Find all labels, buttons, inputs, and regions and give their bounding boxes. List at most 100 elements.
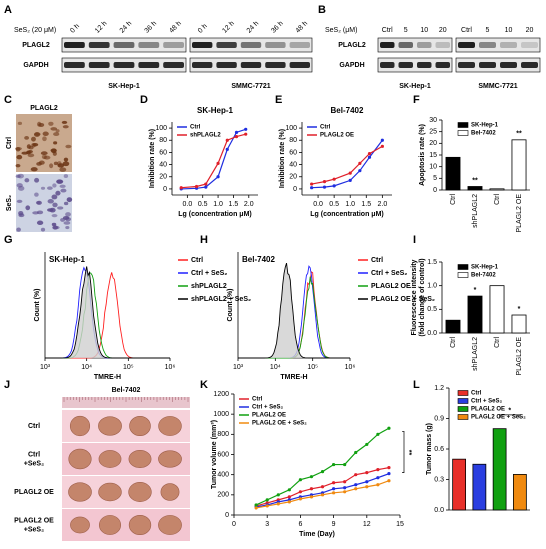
density-curve <box>45 266 170 359</box>
significance: ** <box>405 450 412 456</box>
ihc-cell <box>66 197 73 203</box>
ihc-cell <box>56 179 64 184</box>
bracket <box>402 430 405 473</box>
ihc-cell <box>52 225 58 230</box>
tumor <box>129 415 151 437</box>
lane-label: 12 h <box>94 20 109 35</box>
ihc-cell <box>47 199 54 204</box>
data-point <box>365 442 369 447</box>
blot-band <box>138 42 160 48</box>
lane-label: 24 h <box>119 20 134 35</box>
x-tick-label: 1.0 <box>213 201 223 208</box>
ihc-cell <box>26 144 31 149</box>
legend-key <box>457 390 469 396</box>
cell-line-label: SK-Hep-1 <box>399 83 431 90</box>
blot-band <box>64 62 85 68</box>
bar <box>445 156 461 191</box>
legend-label: Ctrl + SeS₂ <box>471 399 503 405</box>
lane-label: 5 <box>404 27 408 34</box>
density-curve <box>45 272 170 359</box>
x-tick-label: Ctrl <box>450 337 457 348</box>
x-tick-label: 3 <box>265 521 269 528</box>
ihc-cell <box>53 141 58 145</box>
data-point <box>354 487 358 491</box>
y-axis-label: Count (%) <box>34 288 41 321</box>
legend-label: shPLAGL2 + SeS₂ <box>191 296 251 303</box>
x-tick-label: 0.0 <box>313 201 323 208</box>
tumor <box>98 416 122 436</box>
cell-line-label: SMMC-7721 <box>478 83 517 90</box>
panel-label: J <box>4 379 10 391</box>
blot-band <box>138 62 160 68</box>
x-axis-label: Time (Day) <box>299 531 335 538</box>
data-point <box>234 130 239 134</box>
ihc-cell <box>34 132 41 138</box>
bar <box>467 186 483 191</box>
x-tick-label: 6 <box>298 521 302 528</box>
chart-title: SK-Hep-1 <box>197 106 234 115</box>
ihc-cell <box>49 163 54 169</box>
series-line <box>256 473 390 508</box>
ihc-cell <box>53 161 59 166</box>
tumor <box>98 482 122 502</box>
ihc-row-label: Ctrl <box>6 137 13 149</box>
ihc-cell <box>57 206 64 210</box>
photo-row-label: PLAGL2 OE <box>14 517 54 524</box>
data-point <box>380 138 384 142</box>
x-tick-label: Ctrl <box>450 194 457 205</box>
ihc-cell <box>25 205 31 211</box>
data-point <box>343 486 347 490</box>
y-tick-label: 60 <box>289 149 297 156</box>
chart-title: Bel-7402 <box>331 106 364 115</box>
data-point <box>320 470 325 474</box>
data-point <box>332 462 336 467</box>
ihc-cell <box>17 121 23 125</box>
data-point <box>254 506 258 510</box>
legend-label: Ctrl <box>471 391 482 397</box>
row-label: GAPDH <box>23 62 48 69</box>
data-point <box>387 479 391 483</box>
ihc-cell <box>50 127 58 131</box>
data-point <box>354 483 358 487</box>
x-tick-label: shPLAGL2 <box>472 337 479 371</box>
blot-band <box>88 42 110 48</box>
ihc-cell <box>62 161 70 167</box>
data-point <box>287 488 291 492</box>
ihc-cell <box>63 174 69 178</box>
x-tick-label: 2.0 <box>244 201 254 208</box>
blot-band <box>380 42 395 48</box>
data-point <box>225 138 229 142</box>
legend-label: PLAGL2 OE + SeS₂ <box>471 415 526 421</box>
y-tick-label: 40 <box>289 161 297 168</box>
y-tick-label: 5 <box>433 175 437 182</box>
ihc-cell <box>42 136 47 142</box>
legend-label: SK-Hep-1 <box>471 123 499 129</box>
data-point <box>332 481 336 485</box>
blot-band <box>289 62 310 68</box>
ihc-cell <box>50 148 57 154</box>
y-axis-label: Inhibition rate (%) <box>279 129 286 188</box>
x-tick-label: PLAGL2 OE <box>516 194 523 233</box>
density-curve <box>45 266 170 359</box>
panel-label: I <box>413 234 416 246</box>
photo-row-label: Ctrl <box>28 451 40 458</box>
data-point <box>387 472 391 476</box>
legend-key <box>457 272 469 278</box>
y-tick-label: 15 <box>429 152 437 159</box>
x-tick-label: 10⁶ <box>165 364 176 371</box>
blot-band <box>398 42 413 48</box>
photo-row-label: PLAGL2 OE <box>14 489 54 496</box>
tumor <box>128 514 152 536</box>
lane-label: 12 h <box>221 20 236 35</box>
data-point <box>332 177 336 181</box>
y-axis-label: Apoptosis rate (%) <box>419 124 426 186</box>
blot-band <box>458 42 475 48</box>
legend-key <box>457 264 469 270</box>
data-point <box>298 497 302 501</box>
ihc-cell <box>42 131 49 137</box>
legend-label: Ctrl <box>320 125 331 131</box>
y-axis-label: Tumor mass (g) <box>426 423 433 475</box>
significance: * <box>518 306 521 313</box>
blot-band <box>163 62 184 68</box>
blot-band <box>458 62 475 68</box>
